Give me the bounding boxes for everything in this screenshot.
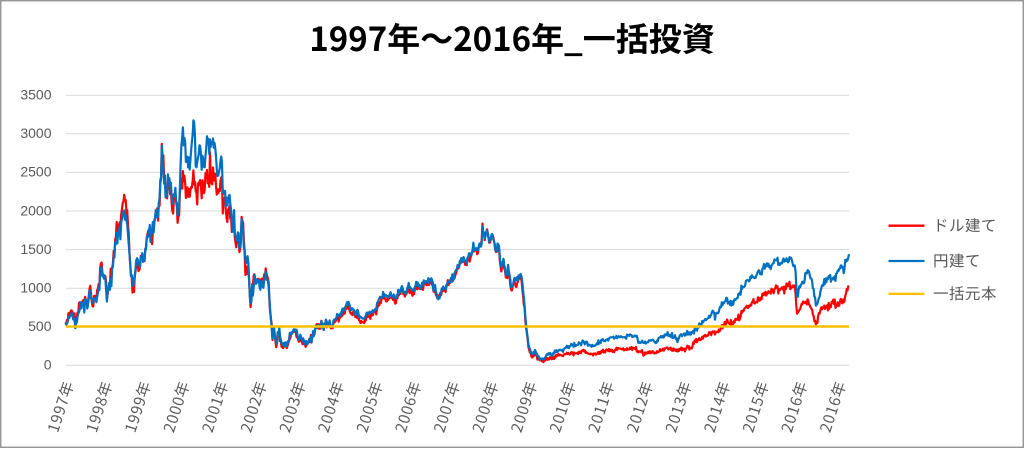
svg-text:500: 500	[28, 318, 52, 334]
svg-text:1000: 1000	[20, 280, 51, 296]
svg-text:2000: 2000	[20, 202, 51, 218]
svg-text:1500: 1500	[20, 241, 51, 257]
svg-text:2500: 2500	[20, 164, 51, 180]
svg-text:3000: 3000	[20, 125, 51, 141]
svg-text:0: 0	[44, 357, 52, 373]
svg-text:3500: 3500	[20, 87, 51, 103]
